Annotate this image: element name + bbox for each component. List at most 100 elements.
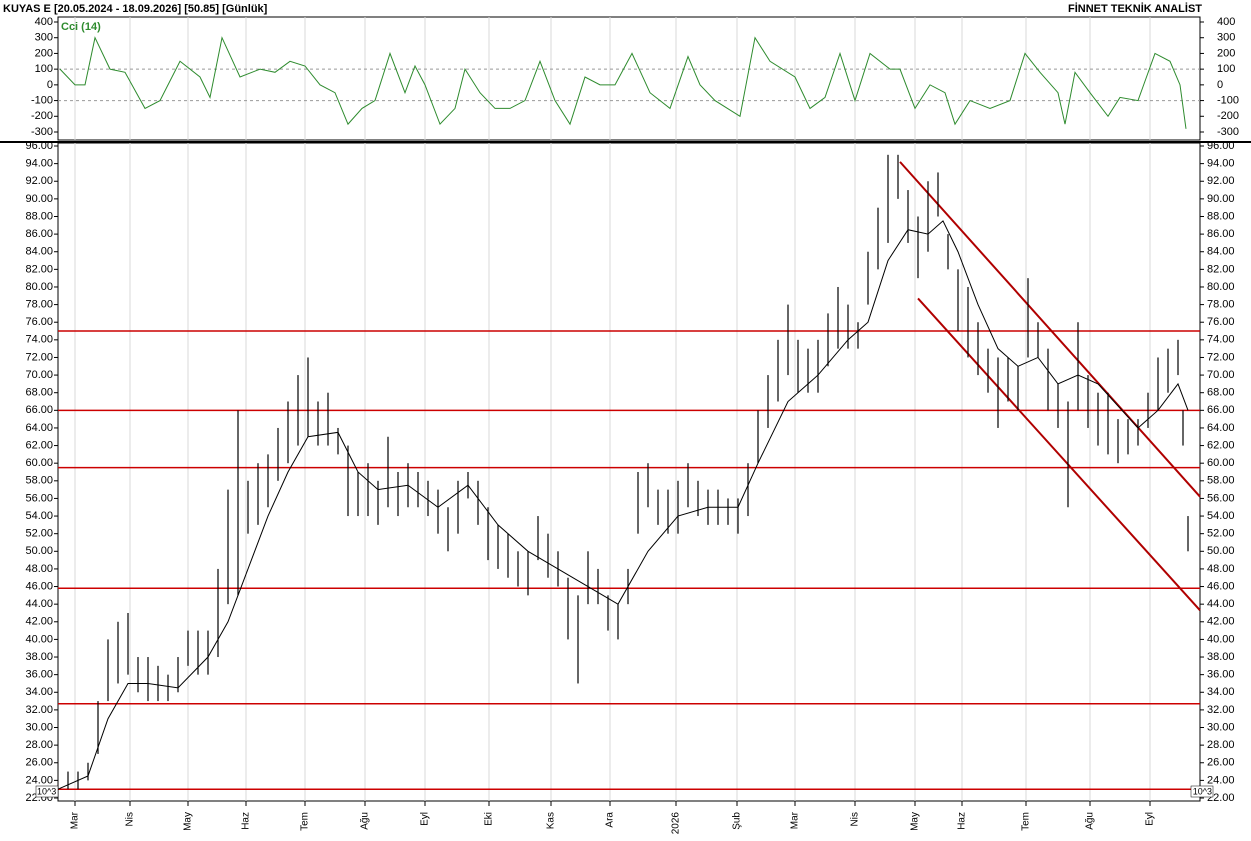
y-tick-label: 68.00 [25, 387, 53, 399]
y2-tick-label: 92.00 [1207, 175, 1235, 187]
x-tick-label: Ağu [1085, 812, 1096, 830]
cci-panel [57, 16, 1201, 141]
y-tick-label: 82.00 [25, 263, 53, 275]
y-tick-label: 46.00 [25, 580, 53, 592]
x-tick-label: Haz [957, 812, 968, 830]
y-tick-label: 400 [35, 16, 53, 28]
y-tick-label: 66.00 [25, 404, 53, 416]
y-tick-label: 100 [35, 63, 53, 75]
x-tick-label: May [910, 812, 921, 831]
y-tick-label: 40.00 [25, 633, 53, 645]
y2-tick-label: 26.00 [1207, 757, 1235, 769]
y2-tick-label: 96.00 [1207, 140, 1235, 152]
y2-tick-label: 50.00 [1207, 545, 1235, 557]
y-tick-label: 80.00 [25, 281, 53, 293]
y2-tick-label: 46.00 [1207, 580, 1235, 592]
y2-tick-label: 42.00 [1207, 616, 1235, 628]
y-tick-label: 64.00 [25, 422, 53, 434]
y-tick-label: 54.00 [25, 510, 53, 522]
y2-tick-label: 200 [1217, 47, 1235, 59]
y-tick-label: 76.00 [25, 316, 53, 328]
y2-tick-label: 58.00 [1207, 475, 1235, 487]
header-right: FİNNET TEKNİK ANALİST [1068, 2, 1202, 15]
y-tick-label: 34.00 [25, 686, 53, 698]
channel-line [899, 161, 1201, 498]
y-tick-label: 300 [35, 32, 53, 44]
y2-tick-label: 30.00 [1207, 721, 1235, 733]
y-tick-label: 42.00 [25, 616, 53, 628]
cci-label: Cci (14) [61, 21, 101, 33]
y2-tick-label: 74.00 [1207, 334, 1235, 346]
y2-tick-label: 80.00 [1207, 281, 1235, 293]
y-tick-label: 26.00 [25, 757, 53, 769]
y2-tick-label: 82.00 [1207, 263, 1235, 275]
y2-tick-label: 52.00 [1207, 528, 1235, 540]
y-tick-label: 86.00 [25, 228, 53, 240]
x-tick-label: Tem [1021, 812, 1032, 831]
y-tick-label: -100 [31, 94, 53, 106]
y2-tick-label: 84.00 [1207, 246, 1235, 258]
y2-tick-label: 54.00 [1207, 510, 1235, 522]
x-tick-label: Mar [70, 811, 81, 829]
y2-tick-label: 100 [1217, 63, 1235, 75]
y2-tick-label: 0 [1217, 79, 1223, 91]
unit-box [1190, 785, 1214, 798]
y2-tick-label: 28.00 [1207, 739, 1235, 751]
y2-tick-label: 44.00 [1207, 598, 1235, 610]
x-tick-label: Eyl [420, 812, 431, 826]
y2-tick-label: 48.00 [1207, 563, 1235, 575]
y2-tick-label: 32.00 [1207, 704, 1235, 716]
y2-tick-label: 60.00 [1207, 457, 1235, 469]
y-tick-label: 52.00 [25, 528, 53, 540]
x-tick-label: Eyl [1145, 812, 1156, 826]
y-tick-label: 78.00 [25, 299, 53, 311]
y2-tick-label: 34.00 [1207, 686, 1235, 698]
x-tick-label: Eki [484, 812, 495, 826]
y-tick-label: 36.00 [25, 669, 53, 681]
y-tick-label: 58.00 [25, 475, 53, 487]
y2-tick-label: 88.00 [1207, 210, 1235, 222]
x-tick-label: Kas [546, 812, 557, 829]
y2-tick-label: 94.00 [1207, 158, 1235, 170]
channel-line [917, 297, 1201, 612]
x-tick-label: Tem [300, 812, 311, 831]
y2-tick-label: 66.00 [1207, 404, 1235, 416]
y2-tick-label: 70.00 [1207, 369, 1235, 381]
unit-box [35, 785, 59, 798]
x-tick-label: Haz [241, 812, 252, 830]
y-tick-label: 72.00 [25, 351, 53, 363]
x-tick-label: Ara [605, 812, 616, 828]
x-tick-label: Ağu [360, 812, 371, 830]
x-tick-label: Nis [850, 812, 861, 826]
y2-tick-label: 72.00 [1207, 351, 1235, 363]
y2-tick-label: 68.00 [1207, 387, 1235, 399]
y-tick-label: 38.00 [25, 651, 53, 663]
y-tick-label: 94.00 [25, 158, 53, 170]
y2-tick-label: 400 [1217, 16, 1235, 28]
x-tick-label: 2026 [671, 812, 682, 835]
y-tick-label: 28.00 [25, 739, 53, 751]
y2-tick-label: 56.00 [1207, 492, 1235, 504]
y-tick-label: -300 [31, 126, 53, 138]
y-tick-label: 62.00 [25, 439, 53, 451]
x-tick-label: Şub [732, 812, 743, 830]
y-tick-label: 48.00 [25, 563, 53, 575]
y-tick-label: 70.00 [25, 369, 53, 381]
y-tick-label: 24.00 [25, 774, 53, 786]
y2-tick-label: 300 [1217, 32, 1235, 44]
y2-tick-label: -200 [1217, 110, 1239, 122]
y-tick-label: 0 [47, 79, 53, 91]
y-tick-label: 84.00 [25, 246, 53, 258]
x-tick-label: Nis [125, 812, 136, 826]
y2-tick-label: -100 [1217, 94, 1239, 106]
y-tick-label: 74.00 [25, 334, 53, 346]
y-tick-label: 96.00 [25, 140, 53, 152]
y2-tick-label: 86.00 [1207, 228, 1235, 240]
header-left: KUYAS E [20.05.2024 - 18.09.2026] [50.85… [3, 3, 268, 15]
y-tick-label: 50.00 [25, 545, 53, 557]
y2-tick-label: 40.00 [1207, 633, 1235, 645]
unit-label: 10^3 [37, 786, 56, 796]
y-tick-label: 200 [35, 47, 53, 59]
y-tick-label: 88.00 [25, 210, 53, 222]
